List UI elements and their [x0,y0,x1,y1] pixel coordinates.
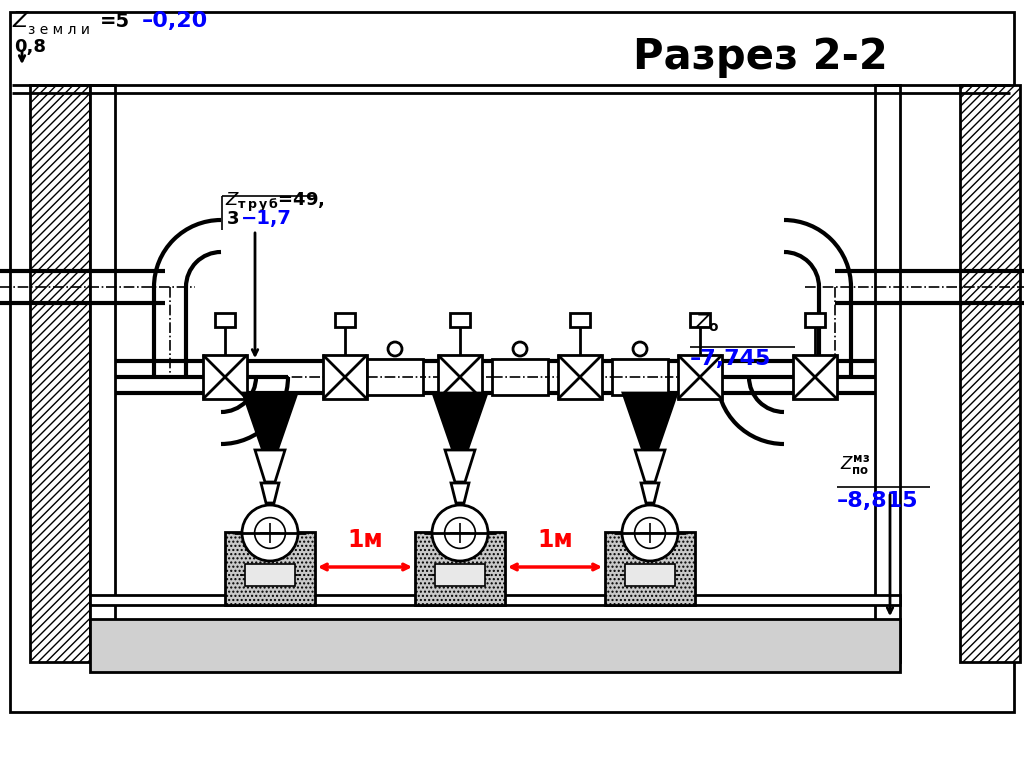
Text: 1м: 1м [538,528,572,552]
Text: 1м: 1м [347,528,383,552]
Text: 3: 3 [227,210,240,228]
Polygon shape [625,564,675,586]
Text: −1,7: −1,7 [241,209,292,228]
Text: =5: =5 [100,12,130,31]
Polygon shape [335,313,355,327]
Polygon shape [90,595,900,605]
Polygon shape [690,313,710,327]
Polygon shape [635,450,665,482]
Polygon shape [225,532,315,605]
Polygon shape [451,483,469,503]
Polygon shape [415,532,505,605]
Polygon shape [215,313,234,327]
Text: –8,815: –8,815 [837,491,919,511]
Polygon shape [623,393,677,448]
Polygon shape [605,532,695,605]
Polygon shape [961,85,1020,662]
Polygon shape [874,85,900,662]
Text: –0,20: –0,20 [142,11,208,31]
Polygon shape [245,564,295,586]
Text: –7,745: –7,745 [690,349,771,369]
Text: з е м л и: з е м л и [28,23,90,37]
Polygon shape [570,313,590,327]
Polygon shape [678,355,722,399]
Polygon shape [30,85,90,662]
Polygon shape [558,355,602,399]
Text: $Z$: $Z$ [12,11,30,31]
Polygon shape [90,619,900,672]
Polygon shape [612,359,668,395]
Polygon shape [450,313,470,327]
Polygon shape [243,393,297,448]
Polygon shape [433,393,487,448]
Polygon shape [203,355,247,399]
Polygon shape [323,355,367,399]
Circle shape [432,505,488,561]
Text: 0,8: 0,8 [14,38,46,56]
Polygon shape [367,359,423,395]
Polygon shape [90,85,115,662]
Polygon shape [805,313,825,327]
Polygon shape [445,450,475,482]
Polygon shape [492,359,548,395]
Text: $Z_{\mathregular{о}}$: $Z_{\mathregular{о}}$ [695,313,720,334]
Text: $Z_{\mathregular{т\,р\,у\,б}}$=49,: $Z_{\mathregular{т\,р\,у\,б}}$=49, [225,191,325,214]
Text: $Z^{\mathregular{мз}}_{\mathregular{по}}$: $Z^{\mathregular{мз}}_{\mathregular{по}}… [840,453,870,476]
Text: Разрез 2-2: Разрез 2-2 [633,36,888,78]
Polygon shape [255,450,285,482]
Circle shape [242,505,298,561]
Polygon shape [438,355,482,399]
Polygon shape [261,483,279,503]
Circle shape [622,505,678,561]
Polygon shape [641,483,659,503]
Polygon shape [435,564,485,586]
Polygon shape [793,355,837,399]
